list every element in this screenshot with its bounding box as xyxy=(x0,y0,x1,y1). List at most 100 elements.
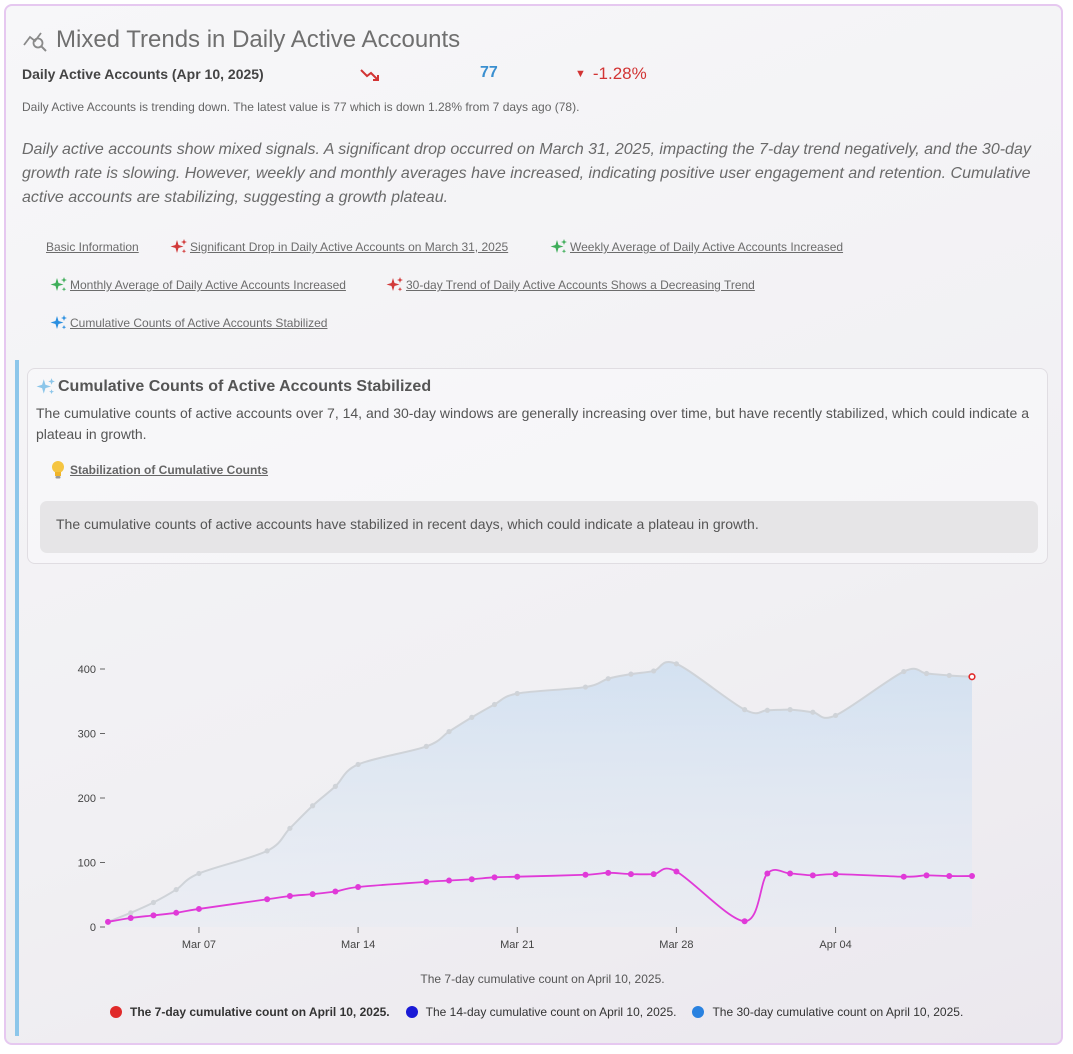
link-significant-drop[interactable]: Significant Drop in Daily Active Account… xyxy=(170,238,508,256)
x-tick-label: Mar 07 xyxy=(182,939,216,951)
point-7-day xyxy=(332,888,339,895)
point-7-day xyxy=(423,878,430,885)
caret-down-icon: ▼ xyxy=(575,68,586,80)
legend-label: The 30-day cumulative count on April 10,… xyxy=(712,1005,964,1019)
point-30-day xyxy=(446,728,452,735)
detail-panel: Cumulative Counts of Active Accounts Sta… xyxy=(15,360,1059,1036)
point-30-day xyxy=(332,783,338,789)
point-30-day xyxy=(923,670,930,677)
legend-item-7-day[interactable]: The 7-day cumulative count on April 10, … xyxy=(110,1005,390,1019)
point-30-day xyxy=(423,743,429,749)
sparkle-blue-icon xyxy=(36,378,55,395)
point-30-day xyxy=(264,848,270,854)
sparkle-green-icon xyxy=(50,277,67,292)
metric-change: ▼ -1.28% xyxy=(575,64,647,84)
legend-item-30-day[interactable]: The 30-day cumulative count on April 10,… xyxy=(692,1005,963,1019)
legend-label: The 14-day cumulative count on April 10,… xyxy=(425,1005,677,1019)
point-30-day xyxy=(946,672,952,679)
point-30-day xyxy=(287,825,293,831)
point-7-day xyxy=(286,893,293,900)
y-tick-label: 200 xyxy=(78,793,96,805)
point-7-day xyxy=(195,905,202,912)
point-7-day xyxy=(787,870,794,877)
link-label: Significant Drop in Daily Active Account… xyxy=(190,240,509,254)
link-label: Monthly Average of Daily Active Accounts… xyxy=(70,278,346,292)
link-cumulative-counts[interactable]: Cumulative Counts of Active Accounts Sta… xyxy=(50,314,327,332)
y-tick-label: 300 xyxy=(78,729,96,741)
point-7-day xyxy=(673,868,680,875)
x-tick-label: Mar 14 xyxy=(341,939,375,951)
point-30-day xyxy=(196,870,202,877)
page-title: Mixed Trends in Daily Active Accounts xyxy=(56,26,461,53)
point-30-day xyxy=(310,803,316,809)
point-7-day xyxy=(764,870,771,877)
point-30-day xyxy=(355,761,361,768)
point-7-day xyxy=(105,918,111,925)
point-30-day xyxy=(673,661,680,667)
point-30-day xyxy=(742,707,748,713)
insight-card: Mixed Trends in Daily Active Accounts Da… xyxy=(4,4,1063,1045)
link-monthly-average[interactable]: Monthly Average of Daily Active Accounts… xyxy=(50,276,346,294)
x-tick-label: Apr 04 xyxy=(819,939,851,951)
link-basic-information[interactable]: Basic Information xyxy=(46,240,139,254)
insight-header: Cumulative Counts of Active Accounts Sta… xyxy=(36,377,431,397)
point-7-day xyxy=(127,914,134,921)
narrative: Daily active accounts show mixed signals… xyxy=(22,141,1031,206)
point-30-day xyxy=(173,886,179,893)
point-7-day xyxy=(150,912,157,919)
point-30-day xyxy=(491,701,498,708)
point-30-day xyxy=(901,668,907,675)
point-30-day xyxy=(150,899,157,906)
sparkle-red-icon xyxy=(386,277,403,292)
sparkle-red-icon xyxy=(170,239,187,254)
legend-dot xyxy=(110,1006,122,1018)
sub-insight-link[interactable]: Stabilization of Cumulative Counts xyxy=(50,460,268,480)
link-label: 30-day Trend of Daily Active Accounts Sh… xyxy=(406,278,755,292)
insight-title: Cumulative Counts of Active Accounts Sta… xyxy=(58,378,432,395)
point-7-day xyxy=(946,873,953,880)
x-tick-label: Mar 21 xyxy=(500,939,534,951)
line-30-day xyxy=(107,660,973,923)
point-30-day xyxy=(968,673,976,681)
legend-dot xyxy=(692,1006,705,1018)
link-weekly-average[interactable]: Weekly Average of Daily Active Accounts … xyxy=(550,238,843,256)
sparkle-green-icon xyxy=(550,239,567,254)
point-7-day xyxy=(650,871,657,878)
sparkle-blue-icon xyxy=(50,315,67,330)
point-7-day xyxy=(923,872,930,879)
lightbulb-icon xyxy=(52,461,64,479)
chart-caption: The 7-day cumulative count on April 10, … xyxy=(420,972,665,986)
point-7-day xyxy=(900,873,907,880)
link-30-day-trend[interactable]: 30-day Trend of Daily Active Accounts Sh… xyxy=(386,276,755,294)
point-7-day xyxy=(446,877,453,884)
insight-description: The cumulative counts of active accounts… xyxy=(36,405,1029,442)
metric-summary: Daily Active Accounts is trending down. … xyxy=(22,100,580,114)
point-7-day xyxy=(832,871,839,878)
point-30-day xyxy=(469,714,475,720)
chart-search-icon xyxy=(23,32,47,52)
metric-row: Daily Active Accounts (Apr 10, 2025) 77 … xyxy=(22,64,722,86)
point-30-day xyxy=(810,709,816,715)
area-30-day xyxy=(108,661,972,927)
point-30-day xyxy=(651,668,657,674)
point-7-day xyxy=(309,891,316,898)
metric-change-value: -1.28% xyxy=(592,64,647,83)
point-30-day xyxy=(582,684,589,690)
point-30-day xyxy=(605,676,611,682)
point-7-day xyxy=(355,884,362,891)
header: Mixed Trends in Daily Active Accounts xyxy=(22,26,460,54)
link-label: Basic Information xyxy=(46,240,139,254)
link-label: Cumulative Counts of Active Accounts Sta… xyxy=(70,316,328,330)
point-30-day xyxy=(514,690,520,697)
y-tick-label: 400 xyxy=(78,664,96,676)
x-tick-label: Mar 28 xyxy=(659,939,693,951)
y-tick-label: 0 xyxy=(90,922,96,934)
point-7-day xyxy=(514,873,521,880)
y-tick-label: 100 xyxy=(78,858,96,870)
insight-box: Cumulative Counts of Active Accounts Sta… xyxy=(27,368,1048,564)
point-30-day xyxy=(128,910,134,916)
legend-item-14-day[interactable]: The 14-day cumulative count on April 10,… xyxy=(405,1005,677,1019)
legend-dot xyxy=(405,1006,418,1018)
point-7-day xyxy=(809,872,816,879)
cumulative-count-chart: 0 100 200 300 400 Mar 07 Mar 14 Mar 21 Mar 28 Apr… xyxy=(78,660,976,951)
